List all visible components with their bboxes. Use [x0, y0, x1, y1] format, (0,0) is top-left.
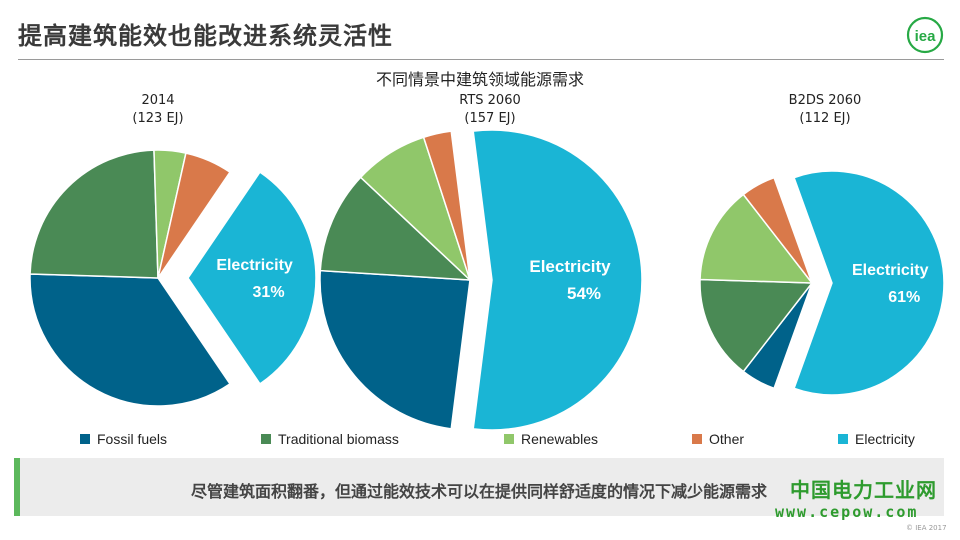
pie-slice-b2ds-2060-electricity: [793, 170, 945, 396]
pie-name: 2014: [141, 93, 175, 108]
note-text: 尽管建筑面积翻番，但通过能效技术可以在提供同样舒适度的情况下减少能源需求: [190, 482, 767, 501]
pie-slice-rts-2060-fossil-fuels: [319, 269, 471, 430]
legend-swatch: [692, 434, 702, 444]
legend-label: Electricity: [855, 431, 915, 447]
legend-item-renewables: Renewables: [504, 431, 598, 447]
note-accent-bar: [14, 458, 20, 516]
legend-item-other: Other: [692, 431, 744, 447]
pie-name: B2DS 2060: [788, 93, 862, 108]
pie-total: (157 EJ): [464, 111, 516, 126]
legend-item-fossil-fuels: Fossil fuels: [80, 431, 167, 447]
pie-label-2014: 2014 (123 EJ): [98, 92, 218, 128]
pie-slice-2014-other: [157, 152, 231, 279]
data-label-rts-2060-name: Electricity: [529, 257, 611, 276]
data-label-b2ds-2060-value: 61%: [888, 289, 920, 306]
legend-label: Traditional biomass: [278, 431, 399, 447]
summary-note: 尽管建筑面积翻番，但通过能效技术可以在提供同样舒适度的情况下减少能源需求: [14, 458, 944, 516]
watermark-name: 中国电力工业网: [790, 478, 937, 502]
pie-slice-rts-2060-electricity: [472, 129, 643, 431]
copyright: © IEA 2017: [906, 524, 947, 532]
legend-swatch: [504, 434, 514, 444]
pie-total: (123 EJ): [132, 111, 184, 126]
data-label-b2ds-2060-name: Electricity: [852, 262, 929, 279]
pie-slice-rts-2060-traditional-biomass: [319, 176, 473, 281]
legend-label: Renewables: [521, 431, 599, 447]
legend-swatch: [261, 434, 271, 444]
legend-label: Other: [709, 431, 745, 447]
title-divider: [18, 59, 944, 60]
pie-slice-2014-fossil-fuels: [29, 273, 231, 407]
pie-slice-2014-traditional-biomass: [29, 149, 159, 279]
data-label-rts-2060-value: 54%: [567, 284, 601, 303]
pie-label-rts-2060: RTS 2060 (157 EJ): [430, 92, 550, 128]
watermark-url: www.cepow.com: [775, 503, 919, 521]
iea-logo-text: iea: [915, 28, 937, 45]
pie-slice-b2ds-2060-other: [742, 176, 813, 284]
chart-title: 不同情景中建筑领域能源需求: [375, 70, 584, 89]
pie-name: RTS 2060: [459, 93, 521, 108]
legend-label: Fossil fuels: [97, 431, 168, 447]
legend-item-electricity: Electricity: [838, 431, 915, 447]
pie-slice-rts-2060-other: [422, 130, 471, 281]
iea-logo: iea: [906, 16, 944, 54]
legend-item-traditional-biomass: Traditional biomass: [261, 431, 399, 447]
data-label-2014-value: 31%: [253, 284, 285, 301]
data-label-2014-name: Electricity: [216, 257, 293, 274]
pie-slice-b2ds-2060-renewables: [699, 193, 814, 284]
pie-slice-b2ds-2060-traditional-biomass: [699, 278, 814, 373]
legend-swatch: [838, 434, 848, 444]
pie-slice-2014-electricity: [187, 171, 317, 385]
pie-label-b2ds-2060: B2DS 2060 (112 EJ): [755, 92, 895, 128]
pie-total: (112 EJ): [799, 111, 851, 126]
legend-swatch: [80, 434, 90, 444]
legend: Fossil fuels Traditional biomass Renewab…: [0, 431, 960, 453]
page-title: 提高建筑能效也能改进系统灵活性: [18, 22, 393, 50]
